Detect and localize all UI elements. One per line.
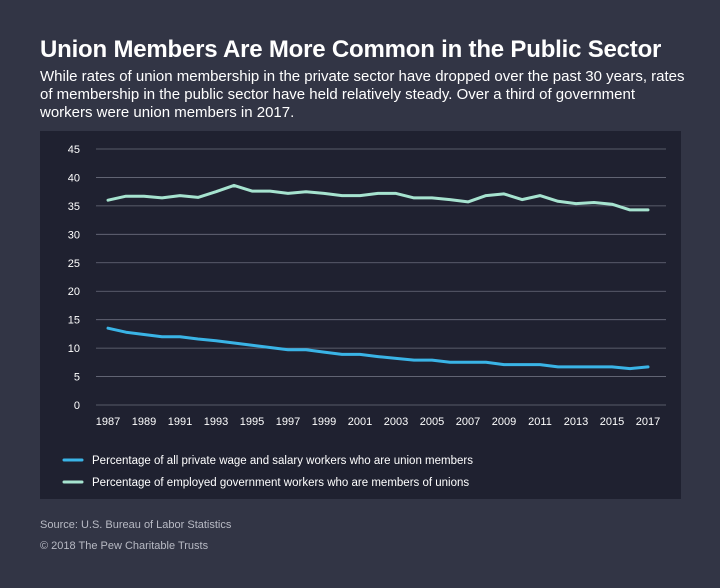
y-tick-label: 5 xyxy=(74,372,80,384)
x-tick-label: 1995 xyxy=(240,416,264,428)
legend-label: Percentage of employed government worker… xyxy=(92,477,469,489)
x-tick-label: 2015 xyxy=(600,416,624,428)
legend-label: Percentage of all private wage and salar… xyxy=(92,455,473,467)
x-tick-label: 1991 xyxy=(168,416,192,428)
line-chart: 0 5 10 15 20 25 30 35 40 45 1987 1989 1991 1993 1995 19… xyxy=(62,144,666,489)
x-tick-label: 1987 xyxy=(96,416,120,428)
y-tick-label: 45 xyxy=(68,144,80,156)
source-note: Source: U.S. Bureau of Labor Statistics xyxy=(40,519,232,531)
x-tick-label: 1989 xyxy=(132,416,156,428)
y-tick-label: 40 xyxy=(68,172,80,184)
x-tick-label: 2017 xyxy=(636,416,660,428)
y-tick-label: 25 xyxy=(68,258,80,270)
x-tick-label: 2005 xyxy=(420,416,444,428)
copyright-note: © 2018 The Pew Charitable Trusts xyxy=(40,540,209,552)
y-tick-label: 15 xyxy=(68,315,80,327)
chart-title: Union Members Are More Common in the Pub… xyxy=(40,36,662,63)
y-tick-label: 0 xyxy=(74,400,80,412)
x-tick-label: 2007 xyxy=(456,416,480,428)
government-sector-line xyxy=(106,183,650,212)
chart-panel: 0 5 10 15 20 25 30 35 40 45 1987 1989 1991 1993 1995 19… xyxy=(40,131,681,499)
x-tick-label: 2013 xyxy=(564,416,588,428)
private-sector-line xyxy=(106,326,650,371)
y-tick-label: 35 xyxy=(68,201,80,213)
y-tick-label: 30 xyxy=(68,229,80,241)
x-tick-label: 1993 xyxy=(204,416,228,428)
x-tick-label: 1999 xyxy=(312,416,336,428)
x-tick-label: 2011 xyxy=(528,416,552,428)
x-tick-label: 2009 xyxy=(492,416,516,428)
y-tick-label: 10 xyxy=(68,343,80,355)
y-tick-label: 20 xyxy=(68,286,80,298)
x-tick-label: 1997 xyxy=(276,416,300,428)
x-tick-label: 2001 xyxy=(348,416,372,428)
chart-subtitle: While rates of union membership in the p… xyxy=(40,68,685,121)
x-tick-label: 2003 xyxy=(384,416,408,428)
